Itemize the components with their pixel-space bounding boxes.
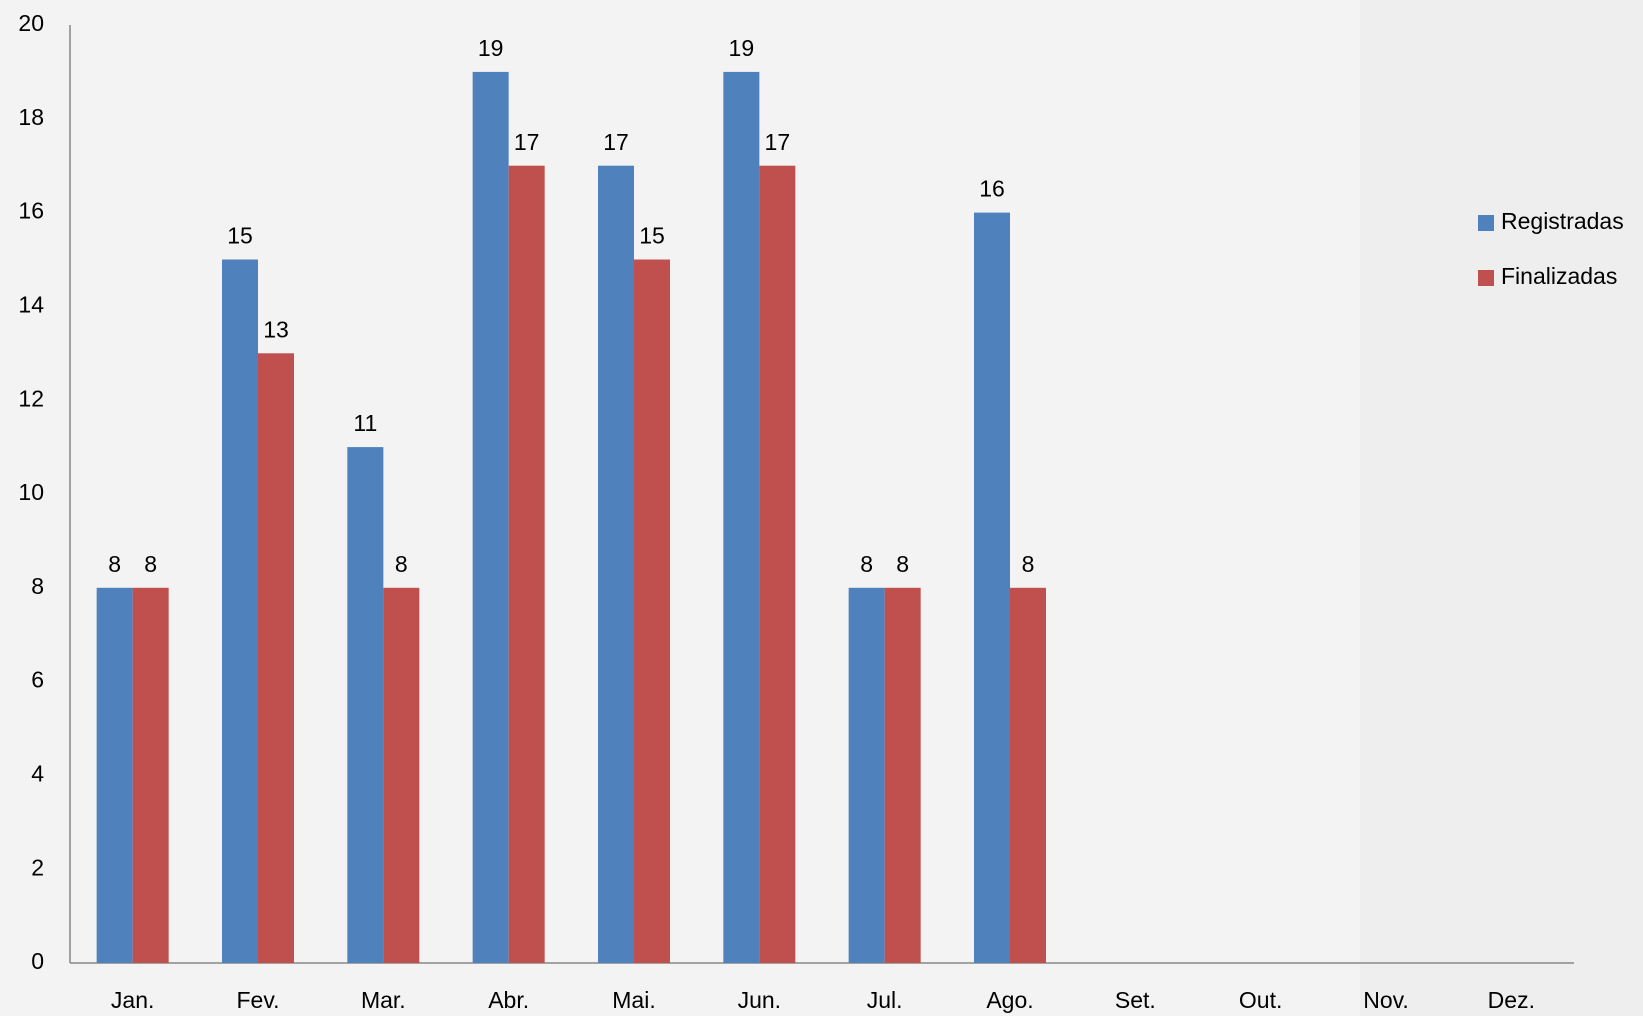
bar <box>222 260 258 964</box>
page: {"chart_data": {"type": "bar", "categori… <box>0 0 1643 1016</box>
bar <box>974 213 1010 963</box>
data-label: 17 <box>765 129 791 155</box>
bar <box>97 588 133 963</box>
y-tick-label: 10 <box>18 479 44 505</box>
bar <box>1010 588 1046 963</box>
bar <box>473 72 509 963</box>
data-label: 17 <box>603 129 629 155</box>
x-tick-label: Jul. <box>867 987 903 1013</box>
data-label: 8 <box>395 551 408 577</box>
legend-label: Registradas <box>1501 208 1624 234</box>
bar <box>258 353 294 963</box>
bar <box>759 166 795 963</box>
y-tick-label: 12 <box>18 385 44 411</box>
y-tick-label: 4 <box>31 760 44 786</box>
data-label: 11 <box>353 410 377 436</box>
data-label: 8 <box>896 551 909 577</box>
y-tick-label: 8 <box>31 573 44 599</box>
bar <box>723 72 759 963</box>
x-tick-label: Jun. <box>738 987 781 1013</box>
data-label: 8 <box>860 551 873 577</box>
legend-swatch <box>1478 270 1494 286</box>
data-label: 16 <box>979 176 1005 202</box>
bar <box>849 588 885 963</box>
x-tick-label: Mai. <box>612 987 655 1013</box>
bar <box>133 588 169 963</box>
y-tick-label: 0 <box>31 948 44 974</box>
y-tick-label: 18 <box>18 104 44 130</box>
y-tick-label: 2 <box>31 854 44 880</box>
x-tick-label: Ago. <box>986 987 1033 1013</box>
data-label: 17 <box>514 129 540 155</box>
x-tick-label: Mar. <box>361 987 406 1013</box>
legend-label: Finalizadas <box>1501 263 1617 289</box>
data-label: 8 <box>108 551 121 577</box>
bar <box>885 588 921 963</box>
bar <box>634 260 670 964</box>
x-tick-label: Jan. <box>111 987 154 1013</box>
x-tick-label: Out. <box>1239 987 1282 1013</box>
y-tick-label: 20 <box>18 10 44 36</box>
bar <box>598 166 634 963</box>
x-tick-label: Set. <box>1115 987 1156 1013</box>
data-label: 8 <box>1022 551 1035 577</box>
data-label: 15 <box>639 223 665 249</box>
bar <box>383 588 419 963</box>
data-label: 19 <box>478 35 504 61</box>
x-tick-label: Fev. <box>236 987 279 1013</box>
data-label: 19 <box>729 35 755 61</box>
x-tick-label: Dez. <box>1488 987 1535 1013</box>
bar <box>509 166 545 963</box>
legend-swatch <box>1478 215 1494 231</box>
x-tick-label: Nov. <box>1363 987 1409 1013</box>
data-label: 8 <box>144 551 157 577</box>
bar <box>347 447 383 963</box>
y-tick-label: 6 <box>31 667 44 693</box>
x-tick-label: Abr. <box>488 987 529 1013</box>
data-label: 15 <box>227 223 253 249</box>
y-tick-label: 16 <box>18 198 44 224</box>
data-label: 13 <box>263 316 289 342</box>
background-panel <box>1360 0 1643 1016</box>
y-tick-label: 14 <box>18 291 44 317</box>
chart: 02468101214161820Jan.88Fev.1513Mar.118Ab… <box>0 0 1643 1016</box>
